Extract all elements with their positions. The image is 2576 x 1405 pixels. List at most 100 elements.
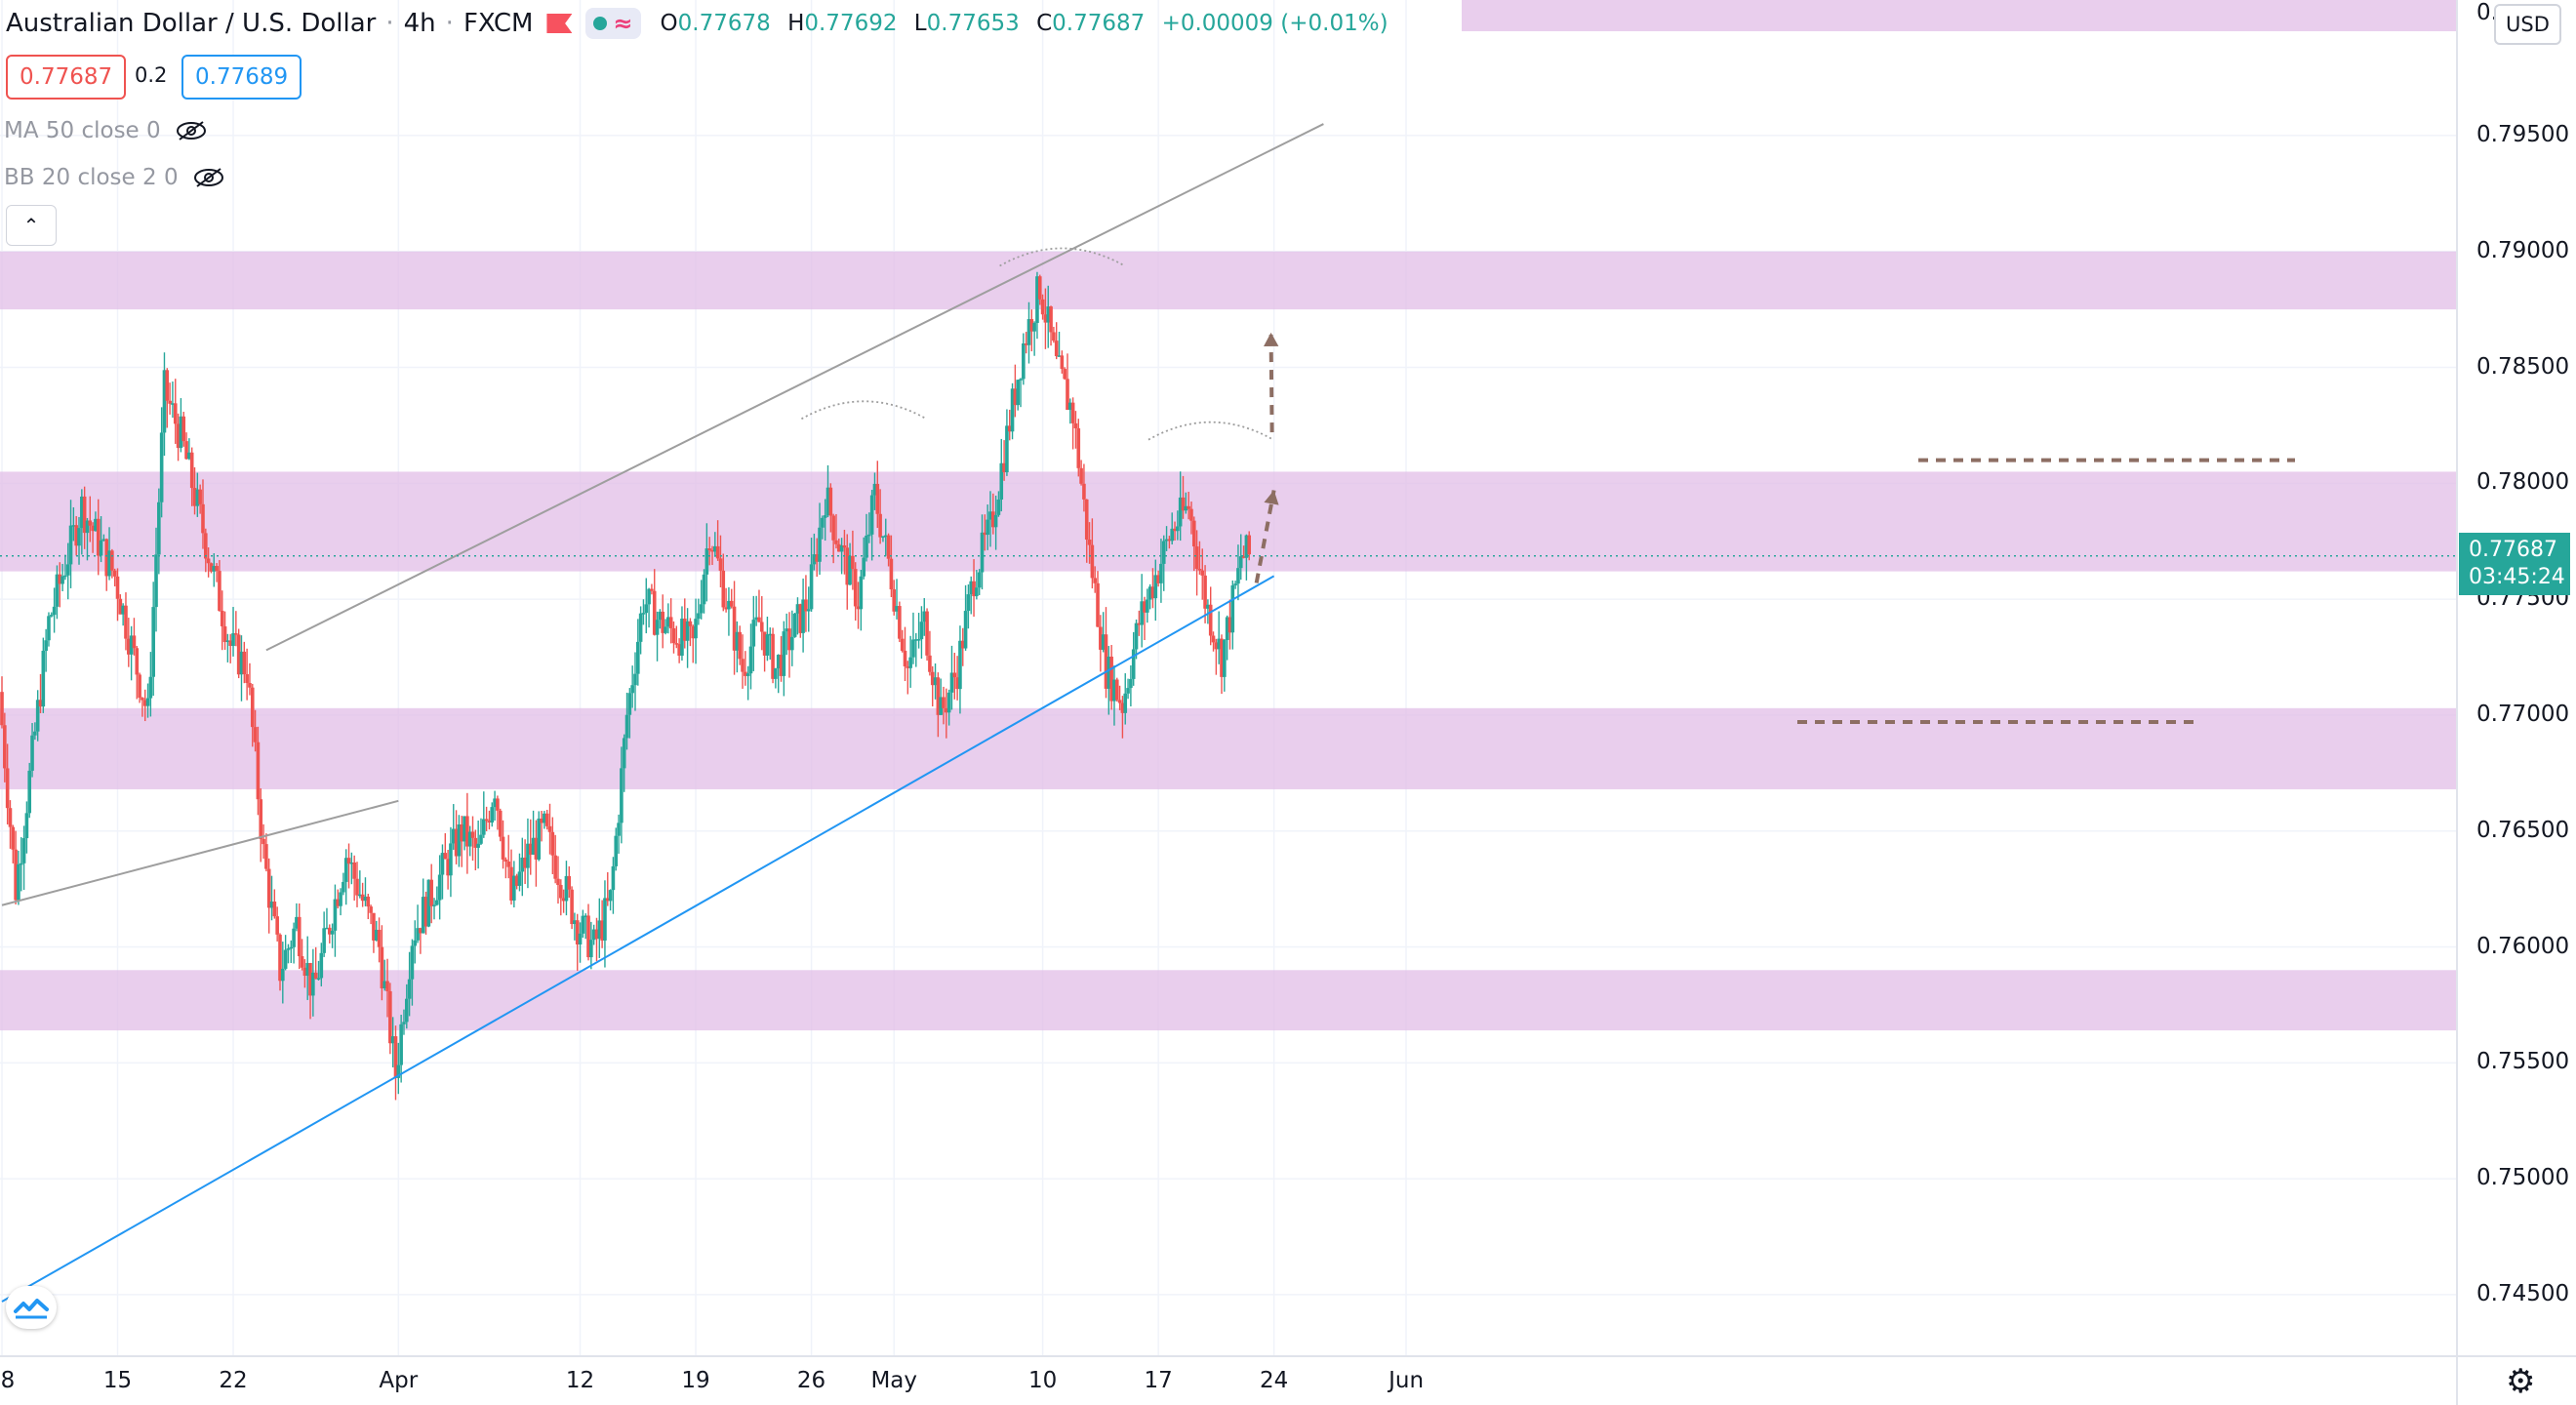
candle-body bbox=[339, 892, 342, 906]
candle-body bbox=[325, 927, 329, 930]
candle-body bbox=[567, 875, 572, 890]
candle-body bbox=[319, 952, 324, 979]
candle-body bbox=[738, 631, 743, 660]
candle-body bbox=[11, 826, 16, 850]
candle-body bbox=[159, 432, 164, 502]
indicator-ma[interactable]: MA 50 close 0 bbox=[4, 113, 208, 148]
candle-body bbox=[454, 828, 459, 857]
candle-body bbox=[980, 532, 985, 573]
candle-body bbox=[771, 633, 775, 679]
candle-body bbox=[157, 502, 161, 555]
candle-body bbox=[993, 514, 998, 528]
candle-body bbox=[762, 631, 767, 656]
candle-body bbox=[526, 843, 530, 868]
indicator-bb[interactable]: BB 20 close 2 0 bbox=[4, 160, 225, 195]
candle-body bbox=[584, 915, 587, 917]
candle-body bbox=[154, 554, 158, 608]
candle-body bbox=[859, 576, 864, 610]
eye-hidden-icon[interactable] bbox=[192, 167, 225, 188]
exchange-label: FXCM bbox=[463, 9, 534, 38]
candle-body bbox=[1153, 575, 1158, 599]
collapse-legend-button[interactable]: ⌃ bbox=[6, 205, 57, 246]
candle-body bbox=[883, 535, 888, 538]
gear-icon[interactable]: ⚙ bbox=[2506, 1362, 2536, 1401]
candle-body bbox=[266, 868, 271, 908]
candle-body bbox=[735, 631, 740, 651]
candle-body bbox=[1167, 539, 1172, 542]
candle-body bbox=[1066, 379, 1069, 411]
candle-body bbox=[936, 677, 941, 715]
candle-body bbox=[806, 609, 811, 612]
candle-body bbox=[556, 878, 560, 885]
candle-body bbox=[1225, 617, 1229, 640]
candle-body bbox=[60, 576, 64, 584]
candle-body bbox=[919, 622, 924, 640]
candle-body bbox=[220, 610, 224, 626]
candle-body bbox=[503, 859, 508, 862]
candle-body bbox=[1223, 639, 1227, 677]
sell-price-button[interactable]: 0.77687 bbox=[6, 55, 127, 100]
candle-body bbox=[281, 968, 285, 982]
candle-body bbox=[836, 543, 841, 552]
candle-body bbox=[396, 1064, 401, 1078]
candle-body bbox=[52, 606, 57, 616]
candle-body bbox=[162, 370, 167, 433]
candle-body bbox=[1220, 638, 1224, 677]
candle-body bbox=[218, 571, 221, 611]
candle-body bbox=[1131, 649, 1136, 679]
target-arrow-2-head bbox=[1264, 332, 1279, 347]
currency-button[interactable]: USD bbox=[2494, 4, 2561, 45]
candle-body bbox=[297, 916, 302, 957]
candle-body bbox=[374, 929, 379, 941]
buy-price-button[interactable]: 0.77689 bbox=[181, 55, 302, 100]
candle-body bbox=[774, 667, 778, 679]
candle-body bbox=[694, 619, 698, 639]
candle-body bbox=[1233, 583, 1237, 585]
candle-body bbox=[388, 990, 392, 1044]
candle-body bbox=[1208, 604, 1213, 636]
candle-body bbox=[765, 634, 770, 656]
indicator-toggle-pill[interactable]: ≈ bbox=[585, 8, 641, 39]
candle-body bbox=[300, 956, 304, 968]
candle-body bbox=[1217, 638, 1221, 650]
candle-body bbox=[165, 370, 170, 401]
candle-body bbox=[286, 948, 291, 950]
candle-body bbox=[278, 934, 282, 982]
candle-body bbox=[245, 674, 249, 683]
candle-body bbox=[1120, 702, 1125, 713]
open-value: 0.77678 bbox=[677, 11, 771, 36]
eye-hidden-icon[interactable] bbox=[175, 120, 208, 141]
candle-body bbox=[848, 555, 852, 585]
candle-body bbox=[661, 611, 664, 633]
candle-body bbox=[145, 698, 150, 706]
candle-body bbox=[1117, 700, 1122, 703]
candle-body bbox=[30, 735, 34, 771]
candle-body bbox=[754, 617, 758, 621]
candle-body bbox=[1079, 467, 1083, 484]
tradingview-logo[interactable] bbox=[6, 1286, 57, 1329]
candle-body bbox=[575, 920, 580, 945]
candle-body bbox=[1244, 535, 1249, 558]
flag-icon[interactable] bbox=[546, 14, 573, 33]
candle-body bbox=[930, 671, 935, 686]
candle-body bbox=[856, 606, 861, 610]
symbol-name[interactable]: Australian Dollar / U.S. Dollar bbox=[6, 9, 377, 38]
candle-body bbox=[460, 823, 464, 842]
interval-label[interactable]: 4h bbox=[403, 9, 436, 38]
candle-body bbox=[745, 673, 750, 676]
time-tick-label: 22 bbox=[219, 1368, 248, 1393]
candle-body bbox=[913, 639, 918, 641]
candle-body bbox=[603, 898, 607, 941]
candle-body bbox=[407, 979, 412, 999]
candle-body bbox=[259, 799, 263, 839]
candle-body bbox=[94, 518, 98, 532]
candle-body bbox=[14, 849, 18, 901]
candle-body bbox=[49, 615, 54, 617]
candle-body bbox=[1211, 635, 1216, 643]
candle-body bbox=[1230, 584, 1235, 633]
candle-body bbox=[785, 628, 788, 632]
candle-body bbox=[713, 545, 717, 552]
candle-body bbox=[8, 808, 13, 827]
pattern-arc bbox=[800, 400, 927, 421]
